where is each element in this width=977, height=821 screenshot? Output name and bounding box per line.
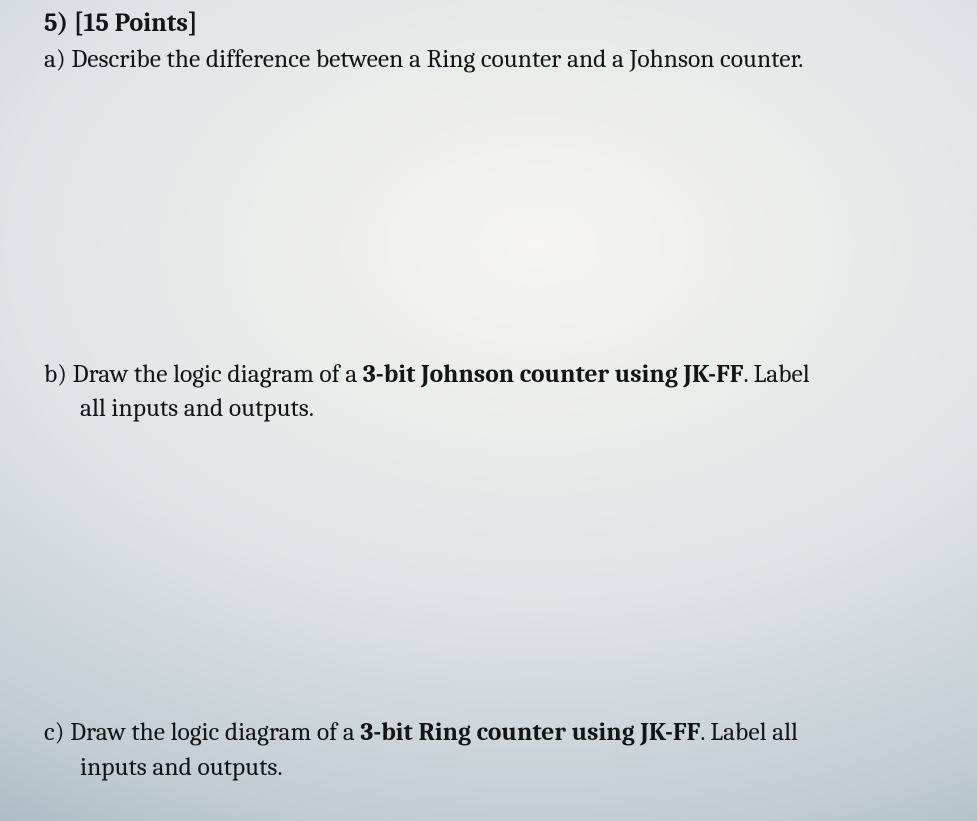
part-b-line1-post: . Label — [743, 360, 809, 389]
part-a: a) Describe the difference between a Rin… — [44, 43, 937, 77]
question-header: 5) [15 Points] — [44, 8, 937, 39]
part-c-line1-post: . Label all — [700, 718, 798, 747]
part-a-text: Describe the difference between a Ring c… — [71, 45, 803, 74]
part-a-label: a) — [44, 45, 66, 74]
question-points: [15 Points] — [74, 8, 198, 38]
part-c-label: c) — [44, 718, 64, 747]
part-c-line1-bold: 3-bit Ring counter using JK-FF — [360, 718, 700, 747]
part-b-line1-pre: Draw the logic diagram of a — [73, 360, 363, 389]
part-b-line2: all inputs and outputs. — [44, 392, 937, 426]
question-number: 5) — [44, 8, 68, 38]
part-b-line1-bold: 3-bit Johnson counter using JK-FF — [363, 360, 744, 389]
part-c: c) Draw the logic diagram of a 3-bit Rin… — [44, 716, 937, 785]
part-b: b) Draw the logic diagram of a 3-bit Joh… — [44, 358, 937, 427]
part-c-line1-pre: Draw the logic diagram of a — [70, 718, 360, 747]
part-c-line2: inputs and outputs. — [44, 751, 937, 785]
part-b-label: b) — [44, 360, 67, 389]
exam-page: 5) [15 Points] a) Describe the differenc… — [0, 0, 977, 821]
